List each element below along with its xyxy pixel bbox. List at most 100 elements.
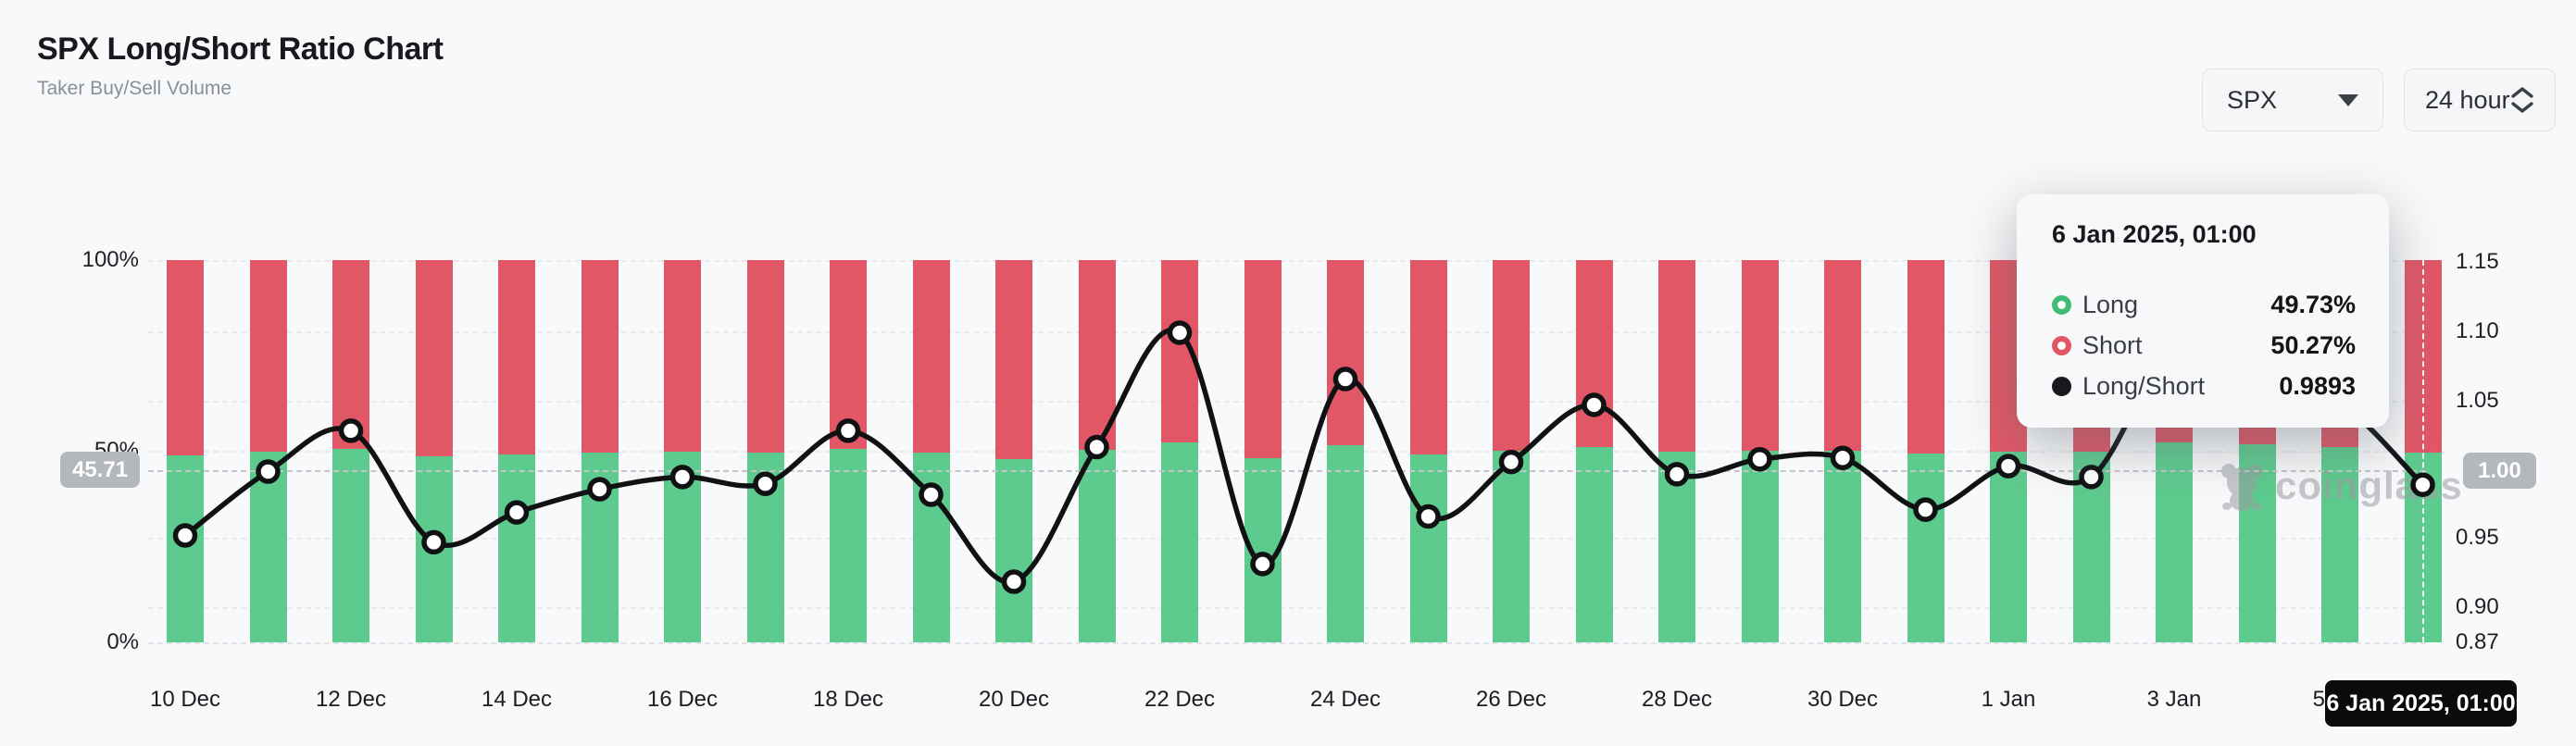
ratio-point-16-dec[interactable] <box>669 465 695 490</box>
tooltip-row-long: Long 49.73% <box>2052 287 2356 322</box>
long-bar-segment <box>2321 446 2358 642</box>
short-bar-segment <box>1409 260 1447 455</box>
ratio-point-20-dec[interactable] <box>1001 569 1027 594</box>
ratio-point-21-dec[interactable] <box>1084 434 1109 460</box>
ratio-point-6-jan[interactable] <box>2410 472 2435 497</box>
x-axis-tick: 14 Dec <box>481 687 553 712</box>
page-title: SPX Long/Short Ratio Chart <box>37 31 444 67</box>
short-bar-segment <box>1493 260 1530 451</box>
x-axis-tooltip: 6 Jan 2025, 01:00 <box>2325 680 2517 727</box>
ratio-point-25-dec[interactable] <box>1416 504 1441 529</box>
long-bar-segment <box>1493 450 1530 642</box>
long-bar-segment <box>1078 449 1116 642</box>
bar-29-dec[interactable] <box>1741 260 1779 642</box>
long-bar-segment <box>1161 441 1198 642</box>
symbol-select-value: SPX <box>2227 85 2278 114</box>
ratio-point-19-dec[interactable] <box>919 482 944 507</box>
ratio-point-22-dec[interactable] <box>1167 320 1193 345</box>
ratio-point-1-jan[interactable] <box>1995 454 2021 479</box>
ratio-point-30-dec[interactable] <box>1830 445 1856 471</box>
bar-21-dec[interactable] <box>1078 260 1116 642</box>
bar-20-dec[interactable] <box>995 260 1032 642</box>
short-bar-segment <box>1824 260 1861 451</box>
short-bar-segment <box>1244 260 1282 458</box>
interval-select[interactable]: 24 hour <box>2404 68 2556 131</box>
ratio-point-13-dec[interactable] <box>421 529 446 555</box>
chevron-down-icon <box>2338 93 2358 106</box>
ratio-point-10-dec[interactable] <box>172 523 198 548</box>
page-subtitle: Taker Buy/Sell Volume <box>37 78 232 99</box>
ratio-point-26-dec[interactable] <box>1498 449 1524 475</box>
long-bar-segment <box>1575 446 1613 642</box>
h-gridline <box>148 607 2426 609</box>
bar-17-dec[interactable] <box>746 260 784 642</box>
tooltip-ratio-label: Long/Short <box>2082 371 2206 400</box>
bar-12-dec[interactable] <box>332 260 369 642</box>
ratio-point-14-dec[interactable] <box>504 500 530 525</box>
bar-25-dec[interactable] <box>1409 260 1447 642</box>
tooltip-ratio-value: 0.9893 <box>2279 371 2356 400</box>
ratio-1-reference-line <box>148 470 2426 472</box>
short-bar-segment <box>581 260 619 453</box>
x-axis-tick: 12 Dec <box>315 687 387 712</box>
ratio-point-27-dec[interactable] <box>1582 392 1607 417</box>
tooltip-long-label: Long <box>2082 290 2139 318</box>
ratio-point-31-dec[interactable] <box>1913 497 1938 522</box>
ratio-point-11-dec[interactable] <box>256 459 281 484</box>
bar-26-dec[interactable] <box>1493 260 1530 642</box>
tooltip-row-ratio: Long/Short 0.9893 <box>2052 368 2356 404</box>
ratio-series-dot-icon <box>2052 376 2071 396</box>
h-gridline <box>148 331 2426 333</box>
short-series-dot-icon <box>2052 335 2071 355</box>
bar-22-dec[interactable] <box>1161 260 1198 642</box>
x-axis-tick: 28 Dec <box>1641 687 1713 712</box>
right-axis-tick: 0.87 <box>2456 629 2499 654</box>
ratio-point-23-dec[interactable] <box>1250 552 1275 577</box>
x-axis-tick: 30 Dec <box>1807 687 1879 712</box>
x-axis-tick: 26 Dec <box>1475 687 1547 712</box>
ratio-point-29-dec[interactable] <box>1747 446 1772 472</box>
h-gridline <box>148 538 2426 540</box>
bar-31-dec[interactable] <box>1907 260 1945 642</box>
h-gridline <box>148 260 2426 262</box>
ratio-point-24-dec[interactable] <box>1332 367 1358 392</box>
tooltip-short-label: Short <box>2082 330 2143 359</box>
ratio-point-18-dec[interactable] <box>835 418 861 443</box>
short-bar-segment <box>664 260 701 452</box>
x-axis-baseline <box>148 642 2426 644</box>
right-axis-value-badge: 1.00 <box>2463 453 2536 489</box>
bar-24-dec[interactable] <box>1327 260 1364 642</box>
short-bar-segment <box>912 260 950 454</box>
bar-11-dec[interactable] <box>249 260 287 642</box>
bar-10-dec[interactable] <box>167 260 204 642</box>
symbol-select[interactable]: SPX <box>2202 68 2383 131</box>
ratio-point-12-dec[interactable] <box>338 418 364 443</box>
chart-tooltip: 6 Jan 2025, 01:00 Long 49.73% Short 50.2… <box>2017 194 2389 428</box>
long-bar-segment <box>1990 451 2027 642</box>
ratio-point-17-dec[interactable] <box>753 471 778 496</box>
long-short-ratio-line <box>183 328 2425 585</box>
right-axis-tick: 1.05 <box>2456 388 2499 413</box>
short-bar-segment <box>746 260 784 453</box>
bar-18-dec[interactable] <box>830 260 867 642</box>
x-axis-tick: 16 Dec <box>646 687 719 712</box>
long-bar-segment <box>830 448 867 642</box>
short-bar-segment <box>415 260 453 456</box>
ratio-point-28-dec[interactable] <box>1664 462 1690 487</box>
long-bar-segment <box>995 459 1032 642</box>
short-bar-segment <box>1741 260 1779 451</box>
bar-23-dec[interactable] <box>1244 260 1282 642</box>
long-bar-segment <box>1824 450 1861 642</box>
long-bar-segment <box>1327 444 1364 642</box>
long-bar-segment <box>167 455 204 642</box>
ratio-point-15-dec[interactable] <box>587 477 612 502</box>
left-axis-tick: 100% <box>81 247 139 272</box>
ratio-point-2-jan[interactable] <box>2079 465 2104 490</box>
bar-30-dec[interactable] <box>1824 260 1861 642</box>
right-axis-tick: 0.95 <box>2456 525 2499 550</box>
tooltip-title: 6 Jan 2025, 01:00 <box>2052 220 2257 248</box>
bar-14-dec[interactable] <box>498 260 535 642</box>
x-axis-tick: 1 Jan <box>1981 687 2036 712</box>
tooltip-row-short: Short 50.27% <box>2052 328 2356 363</box>
